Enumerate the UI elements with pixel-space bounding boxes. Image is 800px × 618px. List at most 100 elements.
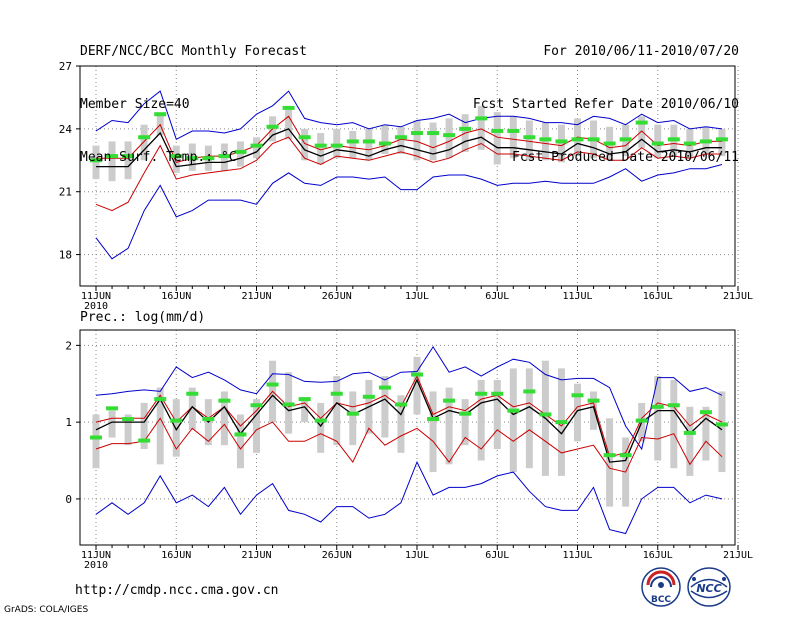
series-line-lower bbox=[95, 417, 723, 473]
forecast-marker bbox=[475, 116, 488, 121]
forecast-marker bbox=[186, 391, 199, 396]
spread-box bbox=[285, 110, 293, 140]
spread-box bbox=[509, 368, 517, 473]
member-size: Member Size=40 bbox=[80, 97, 190, 112]
spread-box bbox=[413, 356, 421, 415]
forecast-marker bbox=[250, 403, 263, 408]
forecast-marker bbox=[539, 412, 552, 417]
series-line-mean bbox=[96, 128, 722, 168]
x-tick-label: 6JUL bbox=[485, 550, 509, 561]
x-tick-label: 16JUL bbox=[643, 550, 673, 561]
spread-box bbox=[317, 133, 325, 165]
forecast-marker bbox=[138, 438, 151, 443]
ncc-logo-text: NCC bbox=[696, 582, 721, 595]
spread-box bbox=[172, 399, 180, 457]
forecast-marker bbox=[154, 397, 167, 402]
forecast-marker bbox=[491, 391, 504, 396]
forecast-marker bbox=[715, 422, 728, 427]
y-tick-label: 18 bbox=[59, 249, 72, 262]
spread-box bbox=[381, 124, 389, 154]
spread-box bbox=[525, 368, 533, 469]
forecast-marker bbox=[651, 404, 664, 409]
forecast-marker bbox=[699, 139, 712, 144]
forecast-marker bbox=[378, 141, 391, 146]
forecast-marker bbox=[298, 135, 311, 140]
spread-box bbox=[445, 118, 453, 159]
spread-box bbox=[638, 116, 646, 148]
forecast-marker bbox=[715, 137, 728, 142]
forecast-marker bbox=[523, 135, 536, 140]
plot-frame bbox=[79, 329, 736, 546]
x-tick-label: 11JUN bbox=[81, 550, 111, 561]
spread-box bbox=[188, 387, 196, 430]
x-tick-label: 16JUN bbox=[161, 291, 191, 302]
spread-box bbox=[381, 376, 389, 438]
spread-box bbox=[590, 391, 598, 430]
forecast-marker bbox=[122, 154, 135, 159]
forecast-marker bbox=[587, 398, 600, 403]
y-tick-label: 27 bbox=[59, 60, 72, 73]
spread-box bbox=[718, 391, 726, 473]
forecast-marker bbox=[330, 143, 343, 148]
spread-box bbox=[429, 391, 437, 473]
series-line-upper bbox=[96, 115, 722, 163]
y-tick-label: 2 bbox=[65, 339, 72, 352]
x-year-label: 2010 bbox=[84, 560, 108, 571]
forecast-marker bbox=[603, 141, 616, 146]
spread-box bbox=[253, 399, 260, 453]
forecast-marker bbox=[314, 143, 327, 148]
forecast-marker bbox=[234, 432, 247, 437]
forecast-marker bbox=[507, 128, 520, 133]
forecast-marker bbox=[138, 135, 151, 140]
grads-credit: GrADS: COLA/IGES bbox=[4, 605, 89, 615]
spread-box bbox=[670, 379, 678, 469]
forecast-marker bbox=[619, 453, 632, 458]
spread-box bbox=[349, 391, 357, 446]
forecast-marker bbox=[411, 131, 423, 136]
precip-panel-title: Prec.: log(mm/d) bbox=[80, 310, 206, 325]
series-line-min bbox=[95, 460, 723, 535]
forecast-marker bbox=[362, 139, 375, 144]
forecast-marker bbox=[491, 128, 504, 133]
x-year-label: 2010 bbox=[84, 301, 108, 312]
forecast-marker bbox=[459, 126, 472, 131]
forecast-marker bbox=[683, 141, 696, 146]
forecast-marker bbox=[394, 402, 407, 407]
spread-box bbox=[718, 128, 726, 157]
forecast-marker bbox=[346, 411, 359, 416]
spread-box bbox=[557, 124, 565, 163]
x-tick-label: 16JUL bbox=[643, 291, 673, 302]
forecast-marker bbox=[250, 143, 263, 148]
series-line-max bbox=[95, 345, 723, 451]
spread-box bbox=[654, 124, 662, 159]
spread-box bbox=[429, 122, 437, 161]
series-line-mean bbox=[95, 378, 723, 463]
spread-box bbox=[349, 130, 357, 159]
forecast-marker bbox=[234, 149, 247, 154]
spread-box bbox=[220, 391, 228, 446]
spread-box bbox=[317, 402, 325, 453]
forecast-marker bbox=[555, 420, 568, 425]
spread-box bbox=[108, 410, 116, 438]
spread-box bbox=[445, 387, 453, 465]
spread-box bbox=[686, 406, 694, 476]
spread-box bbox=[477, 105, 485, 150]
forecast-marker bbox=[507, 408, 520, 413]
forecast-marker bbox=[475, 391, 488, 396]
spread-box bbox=[541, 122, 549, 161]
panel-precipitation: 0 1 2 11JUN 16JUN 21JUN 26JUN 1JUL 6JUL 11JUL 16JU… bbox=[65, 329, 753, 571]
x-tick-label: 6JUL bbox=[485, 291, 509, 302]
y-tick-label: 24 bbox=[59, 123, 73, 136]
forecast-marker bbox=[651, 141, 664, 146]
fcst-produced-date: Fcst Produced Date 2010/06/11 bbox=[512, 150, 739, 165]
forecast-marker bbox=[587, 137, 600, 142]
forecast-marker bbox=[571, 137, 584, 142]
forecast-marker bbox=[443, 398, 456, 403]
forecast-marker bbox=[90, 158, 102, 163]
forecast-marker bbox=[282, 105, 295, 110]
spread-box bbox=[654, 376, 662, 461]
forecast-marker bbox=[667, 403, 680, 408]
spread-box bbox=[301, 128, 309, 161]
spread-box bbox=[124, 414, 132, 446]
